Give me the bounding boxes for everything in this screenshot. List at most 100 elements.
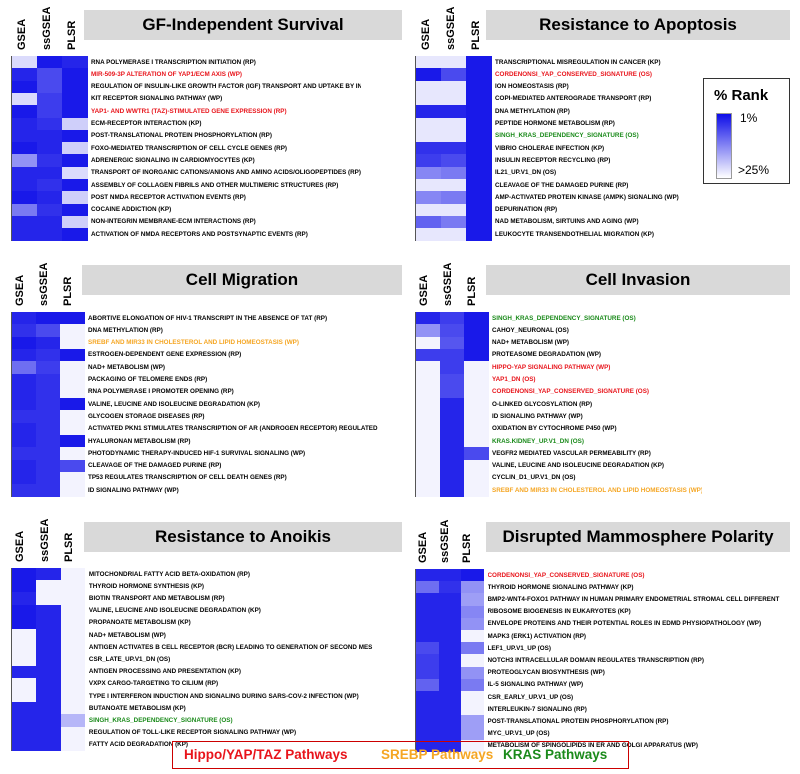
row-label: OXIDATION BY CYTOCHROME P450 (WP) — [492, 425, 617, 433]
heatmap-cell — [60, 484, 85, 497]
row-label: VIBRIO CHOLERAE INFECTION (KP) — [495, 144, 605, 152]
heatmap-cell — [37, 166, 63, 180]
heatmap-cell — [12, 702, 37, 715]
row-label: VXPX CARGO-TARGETING TO CILIUM (RP) — [88, 680, 219, 688]
row-label: VEGFR2 MEDIATED VASCULAR PERMEABILITY (R… — [492, 449, 651, 457]
heatmap-cell — [12, 616, 37, 630]
row-label: RIBOSOME BIOGENESIS IN EUKARYOTES (KP) — [487, 608, 631, 616]
heatmap-cell — [60, 324, 85, 338]
row-label: DNA METHYLATION (RP) — [88, 326, 163, 334]
panel-title: GF-Independent Survival — [84, 10, 402, 40]
heatmap-cell — [441, 129, 467, 143]
row-label: SINGH_KRAS_DEPENDENCY_SIGNATURE (OS) — [88, 716, 233, 724]
heatmap-cell — [438, 569, 462, 582]
row-label: ACTIVATION OF NMDA RECEPTORS AND POSTSYN… — [91, 230, 308, 238]
heatmap-cell — [36, 410, 61, 424]
heatmap-cell — [36, 398, 61, 411]
heatmap-cell — [12, 228, 38, 241]
heatmap-cell — [438, 678, 462, 692]
heatmap-cell — [37, 154, 63, 168]
heatmap-cell — [37, 228, 63, 241]
heatmap-cell — [466, 203, 492, 217]
column-header-gsea: GSEA — [14, 274, 26, 306]
heatmap-cell — [416, 373, 441, 387]
heatmap-cell — [416, 581, 439, 594]
heatmap-cell — [440, 484, 465, 497]
heatmap-cell — [416, 129, 442, 143]
row-label: THYROID HORMONE SYNTHESIS (KP) — [88, 582, 204, 590]
row-label: ECM-RECEPTOR INTERACTION (KP) — [91, 120, 202, 127]
legend-kras-label: KRAS Pathways — [503, 747, 608, 762]
heatmap-cell — [12, 471, 37, 485]
heatmap-cell — [62, 56, 88, 69]
row-label: METABOLISM OF SPINGOLIPIDS IN ER AND GOL… — [487, 742, 698, 750]
row-label: INSULIN RECEPTOR RECYCLING (RP) — [495, 156, 611, 164]
heatmap-cell — [12, 641, 37, 654]
heatmap-cell — [12, 324, 37, 338]
heatmap-cell — [12, 665, 37, 679]
heatmap-cell — [416, 605, 439, 619]
row-label: DEPURINATION (RP) — [495, 206, 558, 214]
heatmap-cell — [416, 654, 439, 668]
heatmap-cell — [62, 117, 88, 131]
heatmap-cell — [416, 324, 441, 338]
row-label: PEPTIDE HORMONE METABOLISM (RP) — [495, 120, 615, 127]
heatmap-cell — [464, 459, 489, 473]
heatmap-cell — [60, 592, 86, 606]
heatmap-cell — [438, 654, 462, 668]
heatmap-cell — [37, 142, 63, 155]
row-label: SREBF AND MIR33 IN CHOLESTEROL AND LIPID… — [492, 486, 702, 494]
heatmap-cell — [416, 336, 441, 350]
heatmap-axis-line — [11, 568, 12, 751]
heatmap-cell — [36, 422, 61, 436]
row-label: SREBF AND MIR33 IN CHOLESTEROL AND LIPID… — [88, 339, 299, 347]
heatmap-cell — [416, 228, 442, 241]
heatmap-cell — [37, 80, 63, 94]
row-label: TP53 REGULATES TRANSCRIPTION OF CELL DEA… — [88, 474, 287, 482]
heatmap-cell — [60, 385, 85, 399]
heatmap-cell — [416, 727, 439, 741]
heatmap-cell — [440, 398, 465, 411]
row-label: CYCLIN_D1_UP.V1_DN (OS) — [492, 474, 576, 482]
heatmap-cell — [466, 191, 492, 205]
row-label: KRAS.KIDNEY_UP.V1_DN (OS) — [492, 437, 584, 445]
heatmap-cell — [438, 691, 462, 704]
row-label: PHOTODYNAMIC THERAPY-INDUCED HIF-1 SURVI… — [88, 449, 306, 457]
heatmap-cell — [60, 641, 86, 654]
heatmap-cell — [438, 605, 462, 619]
heatmap-cell — [12, 398, 37, 411]
heatmap-cell — [36, 653, 62, 667]
heatmap-cell — [36, 665, 62, 679]
heatmap-cell — [466, 80, 492, 94]
row-label: COCAINE ADDICTION (KP) — [91, 206, 172, 214]
row-label: CAHOY_NEURONAL (OS) — [492, 326, 569, 334]
heatmap-cell — [36, 604, 62, 618]
column-header-plsr: PLSR — [461, 533, 473, 563]
row-label: SINGH_KRAS_DEPENDENCY_SIGNATURE (OS) — [492, 314, 636, 322]
row-label: O-LINKED GLYCOSYLATION (RP) — [492, 400, 593, 408]
heatmap-cell — [416, 471, 441, 485]
column-header-ssgsea: ssGSEA — [38, 262, 50, 306]
heatmap-cell — [37, 105, 63, 118]
heatmap-cell — [60, 629, 86, 642]
heatmap-cell — [466, 142, 492, 155]
row-label: CLEAVAGE OF THE DAMAGED PURINE (RP) — [88, 462, 222, 470]
heatmap-cell — [464, 348, 489, 362]
heatmap-cell — [440, 312, 465, 325]
heatmap-cell — [464, 447, 489, 461]
heatmap-cell — [62, 129, 88, 143]
row-label: BIOTIN TRANSPORT AND METABOLISM (RP) — [88, 594, 225, 602]
heatmap-cell — [12, 629, 37, 642]
column-header-gsea: GSEA — [418, 274, 430, 306]
heatmap-cell — [12, 203, 38, 217]
heatmap-cell — [461, 605, 484, 619]
column-header-ssgsea: ssGSEA — [41, 6, 53, 50]
heatmap-cell — [461, 654, 484, 668]
row-label: RNA POLYMERASE I PROMOTER OPENING (RP) — [88, 388, 234, 396]
legend-min-label: >25% — [738, 163, 770, 177]
column-header-ssgsea: ssGSEA — [39, 518, 51, 562]
row-label: POST-TRANSLATIONAL PROTEIN PHOSPHORYLATI… — [91, 132, 272, 140]
heatmap-cell — [12, 714, 37, 728]
row-label: ACTIVATED PKN1 STIMULATES TRANSCRIPTION … — [88, 425, 378, 433]
heatmap-cell — [416, 191, 442, 205]
